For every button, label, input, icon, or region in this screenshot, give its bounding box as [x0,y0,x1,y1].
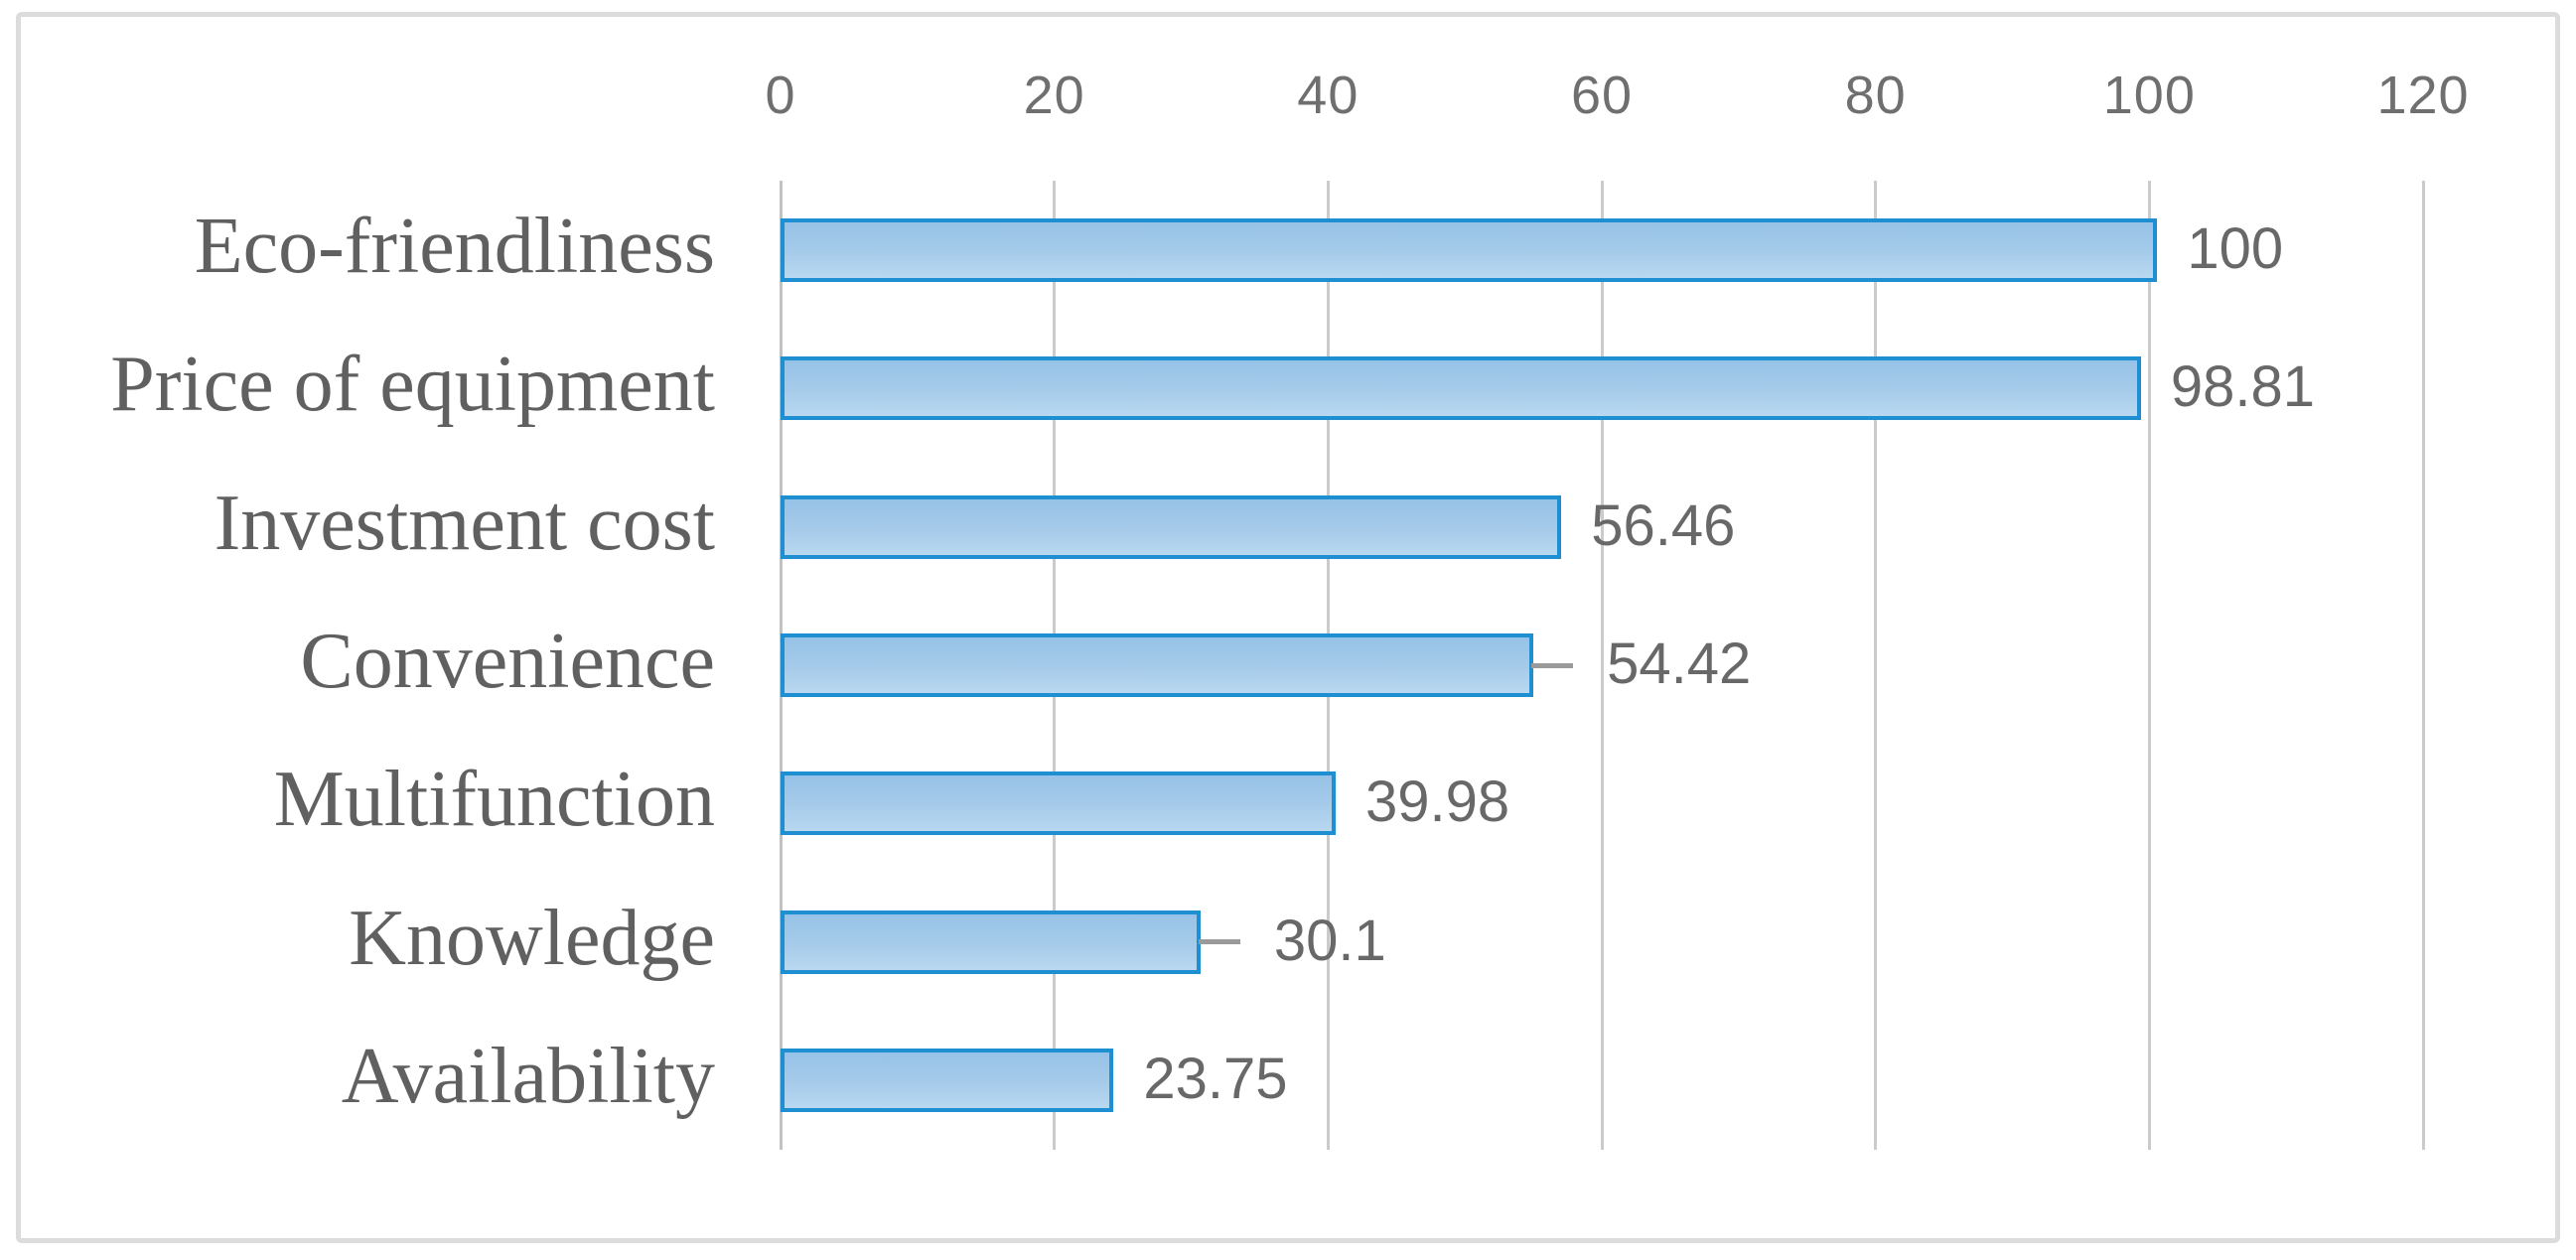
x-axis-tick-label: 120 [2376,66,2470,125]
gridline-80 [1874,181,1878,1150]
category-label-price-of-equipment: Price of equipment [110,341,715,429]
value-label-knowledge: 30.1 [1273,909,1386,974]
bar-price-of-equipment [781,356,2141,421]
gridline-60 [1600,181,1604,1150]
x-axis-tick-label: 20 [1023,66,1085,125]
gridline-100 [2147,181,2151,1150]
data-label-leader-line [1531,662,1574,668]
value-label-eco-friendliness: 100 [2187,215,2284,281]
bar-eco-friendliness [781,217,2158,282]
bar-availability [781,1049,1114,1113]
value-label-convenience: 54.42 [1607,631,1752,697]
gridline-120 [2421,181,2425,1150]
bar-investment-cost [781,494,1562,559]
category-label-multifunction: Multifunction [273,756,715,844]
category-label-availability: Availability [341,1033,715,1121]
x-axis-tick-label: 0 [765,66,796,125]
data-label-leader-line [1198,939,1240,945]
category-label-eco-friendliness: Eco-friendliness [194,202,715,290]
value-label-price-of-equipment: 98.81 [2170,354,2316,420]
x-axis-tick-label: 60 [1570,66,1634,125]
bar-multifunction [781,771,1337,836]
category-label-convenience: Convenience [300,617,715,705]
chart-border-frame [16,12,2560,1243]
x-axis-tick-label: 80 [1844,66,1907,125]
x-axis-tick-label: 100 [2102,66,2196,125]
bar-knowledge [781,910,1201,974]
category-label-knowledge: Knowledge [349,894,715,982]
bar-convenience [781,633,1534,697]
value-label-availability: 23.75 [1143,1047,1288,1112]
value-label-multifunction: 39.98 [1365,770,1510,835]
category-label-investment-cost: Investment cost [214,479,715,567]
value-label-investment-cost: 56.46 [1591,492,1736,558]
x-axis-tick-label: 40 [1297,66,1360,125]
